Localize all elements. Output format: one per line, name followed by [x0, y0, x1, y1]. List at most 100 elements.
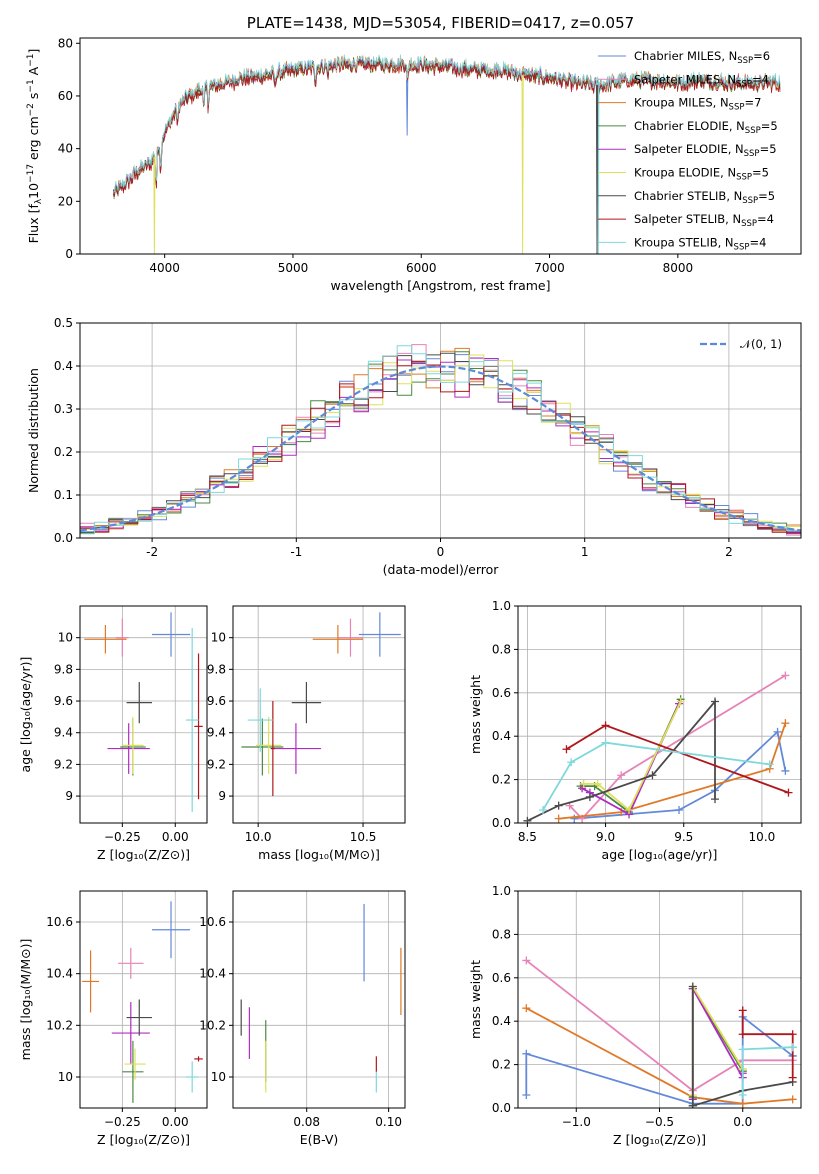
legend-value: =5 — [752, 166, 769, 180]
weight-marker — [711, 795, 720, 804]
plot-area — [522, 956, 797, 1108]
x-tick-label: 10.0 — [245, 830, 272, 844]
panel-spectrum: 4000 5000 6000 7000 8000 0 20 40 60 80 wavelength … — [26, 14, 802, 293]
y-tick-label: 10.2 — [46, 1018, 73, 1032]
y-axis-label: mass weight — [468, 675, 483, 754]
x-tick-label: 2 — [725, 545, 733, 559]
y-tick-label: 9.6 — [207, 694, 226, 708]
y-axis-label: Flux [fλ10−17 erg cm−2 s−1 A−1] — [26, 49, 44, 244]
x-tick-label: 9.0 — [596, 830, 615, 844]
y-tick-label: 0.2 — [54, 445, 73, 459]
legend-entry: Kroupa MILES, NSSP=7 — [634, 96, 761, 113]
weight-marker — [601, 721, 610, 730]
y-tick-label: 10 — [211, 1070, 226, 1084]
y-tick-label: 9.8 — [207, 662, 226, 676]
plot-area — [82, 901, 203, 1103]
y-tick-label: 9.4 — [54, 726, 73, 740]
weight-marker — [562, 745, 571, 754]
x-tick-label: 10.0 — [749, 830, 776, 844]
x-axis-label: Z [log₁₀(Z/Z⊙)] — [613, 1132, 706, 1147]
weight-line — [525, 1007, 793, 1105]
weight-marker — [788, 1073, 797, 1082]
plot-area — [523, 671, 793, 823]
x-axis-label: Z [log₁₀(Z/Z⊙)] — [97, 1132, 190, 1147]
weight-marker — [522, 956, 531, 965]
y-tick-label: 0.8 — [492, 642, 511, 656]
y-tick-label: 0.5 — [54, 316, 73, 330]
y-tick-label: 9.2 — [54, 757, 73, 771]
panel-mass-vs-Z: −0.25 0.00 10 10.2 10.4 10.6 Z [log₁₀(Z/Z⊙)] ma… — [18, 890, 208, 1147]
plot-area — [84, 612, 203, 812]
weight-marker — [781, 671, 790, 680]
weight-marker — [523, 816, 532, 823]
weight-marker — [601, 738, 610, 747]
legend-subscript: SSP — [734, 242, 750, 252]
weight-marker — [522, 1049, 531, 1058]
y-tick-label: 1.0 — [492, 884, 511, 898]
y-tick-label: 0.4 — [54, 359, 73, 373]
y-tick-label: 80 — [58, 36, 73, 50]
weight-marker — [688, 1101, 697, 1108]
axes-frame — [232, 605, 406, 824]
x-tick-label: 5000 — [278, 261, 309, 275]
spectrum-spike — [595, 85, 599, 254]
legend-value: =5 — [761, 119, 778, 133]
legend-value: =4 — [749, 235, 766, 249]
spectrum-line — [113, 54, 781, 193]
panel-residuals: -2 -1 0 1 2 0.0 0.1 0.2 0.3 0.4 0.5 (data-model)/er… — [26, 316, 802, 577]
axes-frame — [517, 605, 802, 824]
legend-entry: Salpeter MILES, NSSP=4 — [634, 72, 769, 89]
weight-marker — [711, 697, 720, 706]
spectrum-spike — [406, 79, 409, 136]
y-tick-label: 10 — [58, 1070, 73, 1084]
weight-marker — [781, 719, 790, 728]
weight-line — [581, 703, 680, 816]
x-tick-label: −0.5 — [645, 1115, 674, 1129]
plot-area — [241, 612, 401, 797]
weight-marker — [522, 1004, 531, 1013]
legend-subscript: SSP — [736, 79, 752, 89]
weight-line — [691, 985, 744, 1100]
y-tick-label: 0.2 — [492, 773, 511, 787]
panel-age-vs-mass: 10.0 10.5 9 9.2 9.4 9.6 9.8 10 mass [log₁₀(M/M⊙)… — [207, 605, 406, 862]
weight-marker — [578, 784, 587, 793]
weight-marker — [617, 771, 626, 780]
axes-frame — [79, 37, 802, 255]
weight-marker — [688, 982, 697, 991]
y-tick-label: 0.2 — [492, 1058, 511, 1072]
y-tick-label: 9 — [218, 789, 226, 803]
weight-marker — [788, 1030, 797, 1039]
y-tick-label: 1.0 — [492, 599, 511, 613]
x-tick-label: 0.00 — [162, 830, 189, 844]
weight-line — [525, 959, 793, 1092]
y-tick-label: 10.4 — [199, 967, 226, 981]
legend-value: =7 — [744, 96, 761, 110]
normal-curve — [80, 365, 801, 532]
weight-line — [558, 722, 787, 820]
axes-frame — [79, 605, 208, 824]
x-axis-label: wavelength [Angstrom, rest frame] — [330, 278, 550, 293]
x-axis-label: age [log₁₀(age/yr)] — [602, 847, 718, 862]
weight-marker — [585, 792, 594, 801]
x-tick-label: 7000 — [534, 261, 565, 275]
y-axis-label: mass [log₁₀(M/M⊙)] — [18, 939, 33, 1061]
weight-marker — [625, 805, 634, 814]
weight-marker — [765, 760, 774, 769]
x-tick-label: 4000 — [149, 261, 180, 275]
y-tick-label: 10.4 — [46, 967, 73, 981]
legend-entry: 𝒩(0, 1) — [740, 337, 782, 351]
x-tick-label: 0 — [437, 545, 445, 559]
plot-area — [240, 903, 402, 1093]
plot-area — [113, 54, 781, 254]
y-axis-label: Normed distribution — [26, 368, 41, 493]
x-tick-label: −1.0 — [562, 1115, 591, 1129]
legend-subscript: SSP — [741, 219, 757, 229]
y-tick-label: 9.4 — [207, 726, 226, 740]
x-tick-label: 1 — [581, 545, 589, 559]
legend-entry: Chabrier ELODIE, NSSP=5 — [634, 119, 778, 136]
y-tick-label: 9.8 — [54, 662, 73, 676]
y-tick-label: 0.3 — [54, 402, 73, 416]
x-tick-label: 6000 — [406, 261, 437, 275]
